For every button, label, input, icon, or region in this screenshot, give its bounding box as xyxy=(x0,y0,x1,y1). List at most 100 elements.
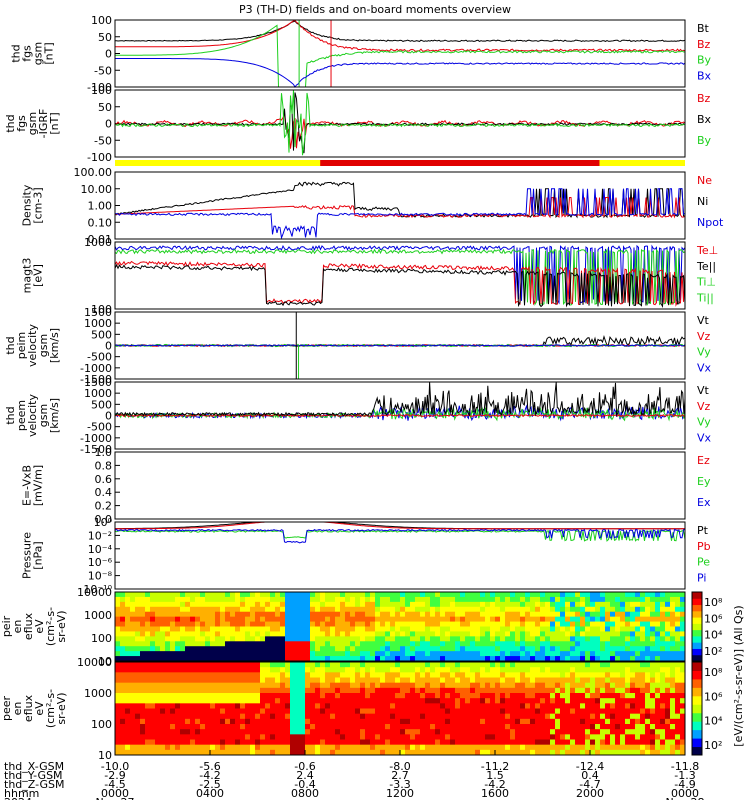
spec-cell xyxy=(345,672,351,678)
panel-density: Density[cm-3]100.0010.001.000.100.01NeNi… xyxy=(21,166,724,246)
xaxis-value: 1600 xyxy=(481,787,509,800)
spec-cell xyxy=(225,729,231,735)
ylabel-line: peir xyxy=(0,615,13,637)
spec-cell xyxy=(570,616,576,623)
spec-cell xyxy=(525,651,531,657)
spec-cell xyxy=(375,687,381,694)
spec-cell xyxy=(605,616,611,623)
spec-cell xyxy=(355,656,361,662)
spec-cell xyxy=(115,734,121,740)
spec-cell xyxy=(160,616,166,623)
spec-cell xyxy=(325,667,331,673)
spec-cell xyxy=(185,651,191,657)
spec-cell xyxy=(435,677,441,684)
spec-cell xyxy=(580,656,586,662)
spec-cell xyxy=(350,596,356,603)
spec-cell xyxy=(680,744,686,751)
spec-cell xyxy=(405,744,411,751)
spec-cell xyxy=(320,724,326,730)
spec-cell xyxy=(455,611,461,618)
spec-cell xyxy=(415,611,421,618)
spec-cell xyxy=(150,651,156,657)
spec-cell xyxy=(425,698,431,704)
spec-cell xyxy=(655,601,661,608)
spec-cell xyxy=(480,601,486,608)
spec-cell xyxy=(605,718,611,725)
spec-cell xyxy=(280,596,286,603)
spec-cell xyxy=(625,631,631,637)
spec-cell xyxy=(300,708,306,715)
spec-cell xyxy=(390,744,396,751)
spec-cell xyxy=(325,682,331,689)
spec-cell xyxy=(565,713,571,720)
spec-cell xyxy=(205,646,211,652)
spec-cell xyxy=(400,734,406,740)
spec-cell xyxy=(310,651,316,657)
spec-cell xyxy=(230,698,236,704)
spec-cell xyxy=(275,616,281,623)
spec-cell xyxy=(580,708,586,715)
spec-cell xyxy=(360,724,366,730)
spec-cell xyxy=(475,708,481,715)
spec-cell xyxy=(540,703,546,709)
colorbar-tick: 10⁶ xyxy=(704,690,723,703)
spec-cell xyxy=(320,693,326,699)
spec-cell xyxy=(425,631,431,637)
spec-cell xyxy=(220,744,226,751)
spec-cell xyxy=(255,693,261,699)
spec-cell xyxy=(295,729,301,735)
spec-cell xyxy=(410,651,416,657)
spec-cell xyxy=(295,656,301,662)
spec-cell xyxy=(525,631,531,637)
spec-cell xyxy=(495,631,501,637)
spec-cell xyxy=(670,596,676,603)
spec-cell xyxy=(635,662,641,668)
spec-cell xyxy=(470,672,476,678)
spec-cell xyxy=(125,621,131,627)
spec-cell xyxy=(645,734,651,740)
spec-cell xyxy=(670,744,676,751)
spec-cell xyxy=(580,744,586,751)
ytick-label: -1000 xyxy=(80,362,112,375)
spec-cell xyxy=(340,749,346,756)
spec-cell xyxy=(510,749,516,756)
spec-cell xyxy=(675,703,681,709)
spec-cell xyxy=(500,621,506,627)
spec-cell xyxy=(610,592,616,598)
spec-cell xyxy=(445,626,451,632)
spec-cell xyxy=(575,596,581,603)
spec-cell xyxy=(445,744,451,751)
spec-cell xyxy=(640,749,646,756)
spec-cell xyxy=(485,734,491,740)
spec-cell xyxy=(270,724,276,730)
spec-cell xyxy=(325,621,331,627)
spec-cell xyxy=(375,601,381,608)
spec-cell xyxy=(195,611,201,618)
spec-cell xyxy=(520,677,526,684)
spec-cell xyxy=(535,718,541,725)
spec-cell xyxy=(200,626,206,632)
spec-cell xyxy=(675,646,681,652)
spec-cell xyxy=(570,682,576,689)
spec-cell xyxy=(375,616,381,623)
spec-cell xyxy=(380,734,386,740)
spec-cell xyxy=(365,724,371,730)
spec-cell xyxy=(415,662,421,668)
spec-cell xyxy=(485,626,491,632)
spec-cell xyxy=(140,611,146,618)
xaxis-value: -0.4 xyxy=(294,778,315,791)
spec-cell xyxy=(465,713,471,720)
spec-cell xyxy=(440,606,446,613)
spec-cell xyxy=(275,698,281,704)
colorbar-swatch xyxy=(692,678,702,688)
spec-cell xyxy=(655,592,661,598)
spec-cell xyxy=(660,621,666,627)
spec-cell xyxy=(570,641,576,647)
spec-cell xyxy=(635,611,641,618)
spec-cell xyxy=(295,616,301,623)
spec-cell xyxy=(545,626,551,632)
spec-cell xyxy=(155,724,161,730)
spec-cell xyxy=(245,682,251,689)
spec-cell xyxy=(130,687,136,694)
ytick-label: 0 xyxy=(105,48,112,61)
